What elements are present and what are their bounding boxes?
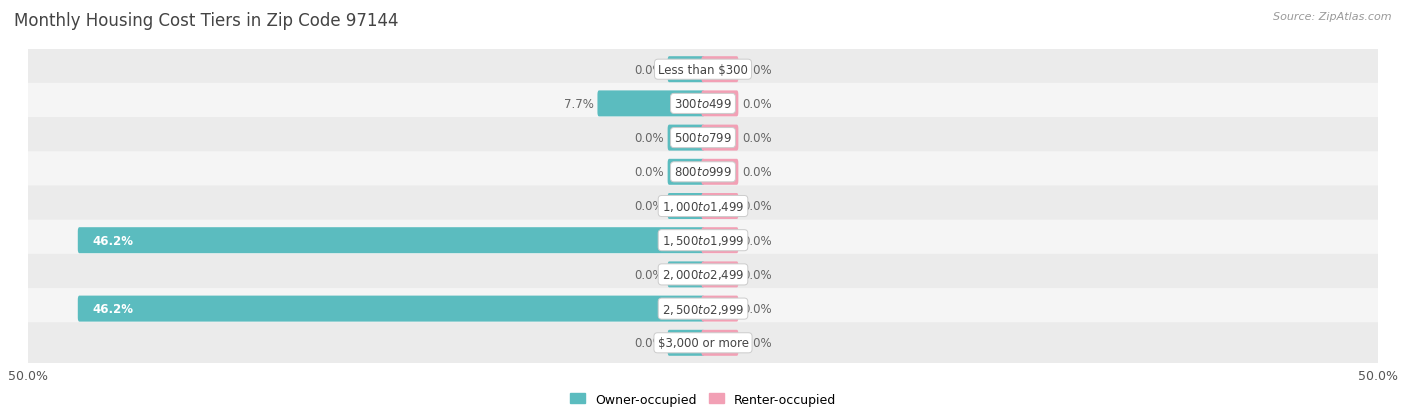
Text: $1,500 to $1,999: $1,500 to $1,999: [662, 234, 744, 248]
Text: 46.2%: 46.2%: [93, 302, 134, 316]
Text: Monthly Housing Cost Tiers in Zip Code 97144: Monthly Housing Cost Tiers in Zip Code 9…: [14, 12, 398, 30]
Text: $2,000 to $2,499: $2,000 to $2,499: [662, 268, 744, 282]
FancyBboxPatch shape: [702, 262, 738, 288]
FancyBboxPatch shape: [702, 228, 738, 254]
FancyBboxPatch shape: [668, 330, 704, 356]
Text: 7.7%: 7.7%: [564, 97, 593, 111]
Text: 0.0%: 0.0%: [742, 268, 772, 281]
Text: 0.0%: 0.0%: [742, 166, 772, 179]
Text: $500 to $799: $500 to $799: [673, 132, 733, 145]
FancyBboxPatch shape: [77, 228, 704, 254]
Text: $2,500 to $2,999: $2,500 to $2,999: [662, 302, 744, 316]
Text: 0.0%: 0.0%: [742, 337, 772, 349]
Text: 0.0%: 0.0%: [634, 268, 664, 281]
Text: $300 to $499: $300 to $499: [673, 97, 733, 111]
FancyBboxPatch shape: [668, 125, 704, 151]
Text: 0.0%: 0.0%: [634, 64, 664, 76]
FancyBboxPatch shape: [20, 220, 1386, 261]
Text: $800 to $999: $800 to $999: [673, 166, 733, 179]
Text: Source: ZipAtlas.com: Source: ZipAtlas.com: [1274, 12, 1392, 22]
FancyBboxPatch shape: [702, 194, 738, 219]
FancyBboxPatch shape: [668, 194, 704, 219]
Text: 0.0%: 0.0%: [634, 166, 664, 179]
Text: 0.0%: 0.0%: [742, 97, 772, 111]
Text: 0.0%: 0.0%: [742, 302, 772, 316]
FancyBboxPatch shape: [702, 125, 738, 151]
Text: 0.0%: 0.0%: [634, 132, 664, 145]
FancyBboxPatch shape: [20, 84, 1386, 125]
Text: 0.0%: 0.0%: [742, 132, 772, 145]
FancyBboxPatch shape: [20, 118, 1386, 159]
FancyBboxPatch shape: [20, 323, 1386, 363]
FancyBboxPatch shape: [668, 57, 704, 83]
FancyBboxPatch shape: [702, 159, 738, 185]
FancyBboxPatch shape: [20, 50, 1386, 90]
Text: 46.2%: 46.2%: [93, 234, 134, 247]
FancyBboxPatch shape: [702, 57, 738, 83]
Text: $1,000 to $1,499: $1,000 to $1,499: [662, 199, 744, 214]
FancyBboxPatch shape: [702, 330, 738, 356]
FancyBboxPatch shape: [598, 91, 704, 117]
FancyBboxPatch shape: [20, 288, 1386, 329]
FancyBboxPatch shape: [20, 186, 1386, 227]
Text: 0.0%: 0.0%: [634, 337, 664, 349]
Text: 0.0%: 0.0%: [742, 64, 772, 76]
Text: 0.0%: 0.0%: [742, 200, 772, 213]
FancyBboxPatch shape: [20, 254, 1386, 295]
Text: 0.0%: 0.0%: [742, 234, 772, 247]
FancyBboxPatch shape: [702, 296, 738, 322]
FancyBboxPatch shape: [20, 152, 1386, 193]
Text: 0.0%: 0.0%: [634, 200, 664, 213]
FancyBboxPatch shape: [702, 91, 738, 117]
Text: Less than $300: Less than $300: [658, 64, 748, 76]
Text: $3,000 or more: $3,000 or more: [658, 337, 748, 349]
FancyBboxPatch shape: [668, 262, 704, 288]
FancyBboxPatch shape: [77, 296, 704, 322]
FancyBboxPatch shape: [668, 159, 704, 185]
Legend: Owner-occupied, Renter-occupied: Owner-occupied, Renter-occupied: [565, 388, 841, 411]
